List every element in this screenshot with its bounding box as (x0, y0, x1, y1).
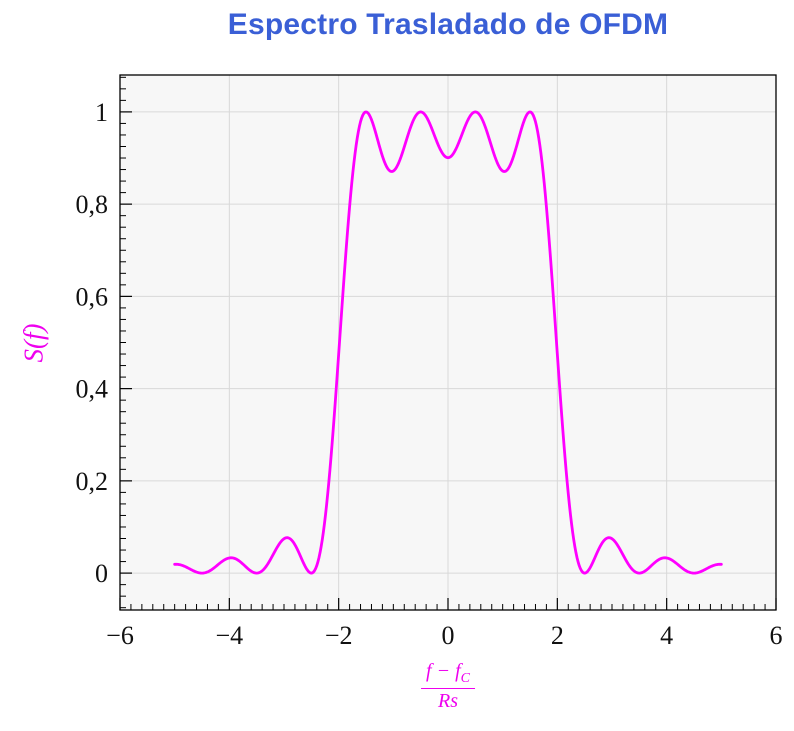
axis-ticks (119, 76, 777, 610)
svg-text:0,8: 0,8 (76, 190, 109, 219)
svg-text:−2: −2 (325, 621, 353, 650)
x-axis-label: f − fC Rs (421, 660, 475, 713)
svg-text:4: 4 (660, 621, 673, 650)
svg-text:0: 0 (442, 621, 455, 650)
svg-text:−4: −4 (215, 621, 243, 650)
svg-text:−6: −6 (106, 621, 134, 650)
svg-text:0,2: 0,2 (76, 467, 109, 496)
spectrum-curve (173, 110, 723, 575)
chart-title: Espectro Trasladado de OFDM (227, 8, 669, 41)
x-tick-labels: −6 −4 −2 0 2 4 6 (106, 621, 782, 650)
svg-text:1: 1 (95, 98, 108, 127)
plot-frame (119, 74, 777, 611)
svg-text:0,6: 0,6 (76, 282, 109, 311)
svg-text:0,4: 0,4 (76, 375, 109, 404)
svg-text:6: 6 (770, 621, 783, 650)
x-label-denominator: Rs (437, 690, 458, 712)
y-axis-label: S(f) (18, 323, 49, 363)
svg-text:0: 0 (95, 559, 108, 588)
y-tick-labels: 0 0,2 0,4 0,6 0,8 1 (76, 98, 109, 588)
svg-text:2: 2 (551, 621, 564, 650)
x-label-numerator: f − fC (421, 660, 475, 689)
